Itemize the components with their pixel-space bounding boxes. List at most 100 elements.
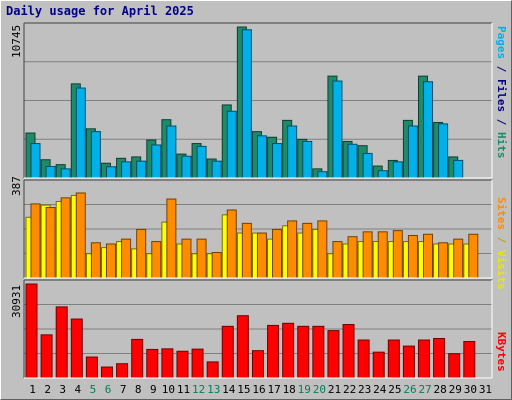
day-label: 31 — [479, 383, 492, 396]
bar-sites-day-10 — [166, 198, 177, 279]
day-label: 19 — [298, 383, 311, 396]
day-label: 15 — [237, 383, 250, 396]
bar-files-day-4 — [75, 87, 86, 179]
bar-sites-day-20 — [317, 220, 328, 279]
bar-sites-day-8 — [136, 228, 147, 279]
bar-files-day-16 — [256, 135, 267, 179]
day-label: 18 — [283, 383, 296, 396]
bar-sites-day-28 — [438, 242, 449, 279]
bar-files-day-9 — [151, 144, 162, 179]
bar-files-day-17 — [272, 143, 283, 179]
bar-files-day-7 — [121, 161, 132, 179]
bar-kbytes-day-28 — [433, 337, 446, 379]
day-label: 1 — [29, 383, 36, 396]
bar-kbytes-day-5 — [85, 356, 98, 379]
bar-kbytes-day-1 — [25, 283, 38, 379]
bar-files-day-12 — [196, 145, 207, 179]
bar-files-day-3 — [60, 168, 71, 179]
bar-sites-day-2 — [45, 207, 56, 279]
bar-files-day-5 — [90, 131, 101, 179]
bar-files-day-6 — [105, 166, 116, 179]
bar-files-day-11 — [181, 155, 192, 179]
bar-sites-day-18 — [287, 220, 298, 279]
bar-files-day-8 — [136, 160, 147, 179]
bar-sites-day-17 — [272, 228, 283, 279]
day-label: 3 — [59, 383, 66, 396]
bar-kbytes-day-27 — [418, 339, 431, 379]
bar-kbytes-day-17 — [267, 324, 280, 379]
day-label: 2 — [44, 383, 51, 396]
bar-sites-day-23 — [362, 231, 373, 279]
bar-kbytes-day-9 — [146, 348, 159, 379]
bar-sites-day-26 — [407, 234, 418, 279]
bar-sites-day-15 — [241, 222, 252, 279]
day-label: 21 — [328, 383, 341, 396]
bar-files-day-27 — [423, 81, 434, 179]
bar-kbytes-day-2 — [40, 334, 53, 379]
day-label: 8 — [135, 383, 142, 396]
day-label: 25 — [388, 383, 401, 396]
bar-kbytes-day-26 — [402, 345, 415, 379]
bar-files-day-18 — [287, 125, 298, 179]
bar-sites-day-24 — [377, 231, 388, 279]
bar-sites-day-22 — [347, 236, 358, 279]
bar-kbytes-day-14 — [221, 325, 234, 379]
bar-kbytes-day-10 — [161, 348, 174, 379]
day-label: 29 — [449, 383, 462, 396]
day-label: 20 — [313, 383, 326, 396]
bar-files-day-26 — [407, 125, 418, 179]
day-label: 17 — [267, 383, 280, 396]
bar-sites-day-7 — [121, 238, 132, 279]
bar-kbytes-day-13 — [206, 361, 219, 379]
day-label: 24 — [373, 383, 387, 396]
bar-files-day-10 — [166, 125, 177, 179]
day-label: 5 — [90, 383, 97, 396]
day-label: 10 — [162, 383, 175, 396]
bar-files-day-15 — [241, 29, 252, 179]
bar-files-day-1 — [30, 143, 41, 179]
bar-kbytes-day-8 — [131, 338, 144, 379]
bar-kbytes-day-22 — [342, 324, 355, 379]
bar-sites-day-6 — [105, 243, 116, 279]
bar-files-day-13 — [211, 160, 222, 179]
bar-sites-day-9 — [151, 241, 162, 279]
day-label: 26 — [403, 383, 416, 396]
bar-sites-day-1 — [30, 203, 41, 279]
bar-kbytes-day-6 — [100, 366, 113, 379]
bar-sites-day-3 — [60, 197, 71, 279]
bar-kbytes-day-12 — [191, 348, 204, 379]
bar-sites-day-21 — [332, 241, 343, 279]
bar-files-day-25 — [392, 161, 403, 179]
bar-files-day-23 — [362, 152, 373, 179]
bar-files-day-2 — [45, 165, 56, 179]
bar-sites-day-25 — [392, 230, 403, 279]
bar-files-day-29 — [453, 159, 464, 179]
bar-kbytes-day-4 — [70, 318, 83, 379]
bar-kbytes-day-21 — [327, 330, 340, 379]
bar-sites-day-19 — [302, 222, 313, 279]
day-label: 30 — [464, 383, 477, 396]
bar-files-day-28 — [438, 123, 449, 179]
day-label: 11 — [177, 383, 190, 396]
bar-kbytes-day-24 — [372, 351, 385, 379]
day-label: 27 — [418, 383, 431, 396]
bar-sites-day-30 — [468, 233, 479, 279]
day-label: 28 — [434, 383, 447, 396]
bar-sites-day-29 — [453, 238, 464, 279]
bar-files-day-19 — [302, 140, 313, 179]
bar-files-day-22 — [347, 143, 358, 179]
bar-sites-day-12 — [196, 238, 207, 279]
bar-sites-day-27 — [423, 233, 434, 279]
day-label: 4 — [75, 383, 82, 396]
bar-sites-day-16 — [256, 232, 267, 279]
day-label: 22 — [343, 383, 356, 396]
bar-kbytes-day-15 — [236, 315, 249, 379]
bar-kbytes-day-7 — [116, 363, 129, 379]
bar-kbytes-day-3 — [55, 306, 68, 379]
bar-sites-day-11 — [181, 238, 192, 279]
bar-sites-day-13 — [211, 251, 222, 279]
bar-kbytes-day-11 — [176, 350, 189, 379]
bar-kbytes-day-23 — [357, 339, 370, 379]
bar-kbytes-day-16 — [251, 350, 264, 379]
bar-sites-day-14 — [226, 209, 237, 279]
